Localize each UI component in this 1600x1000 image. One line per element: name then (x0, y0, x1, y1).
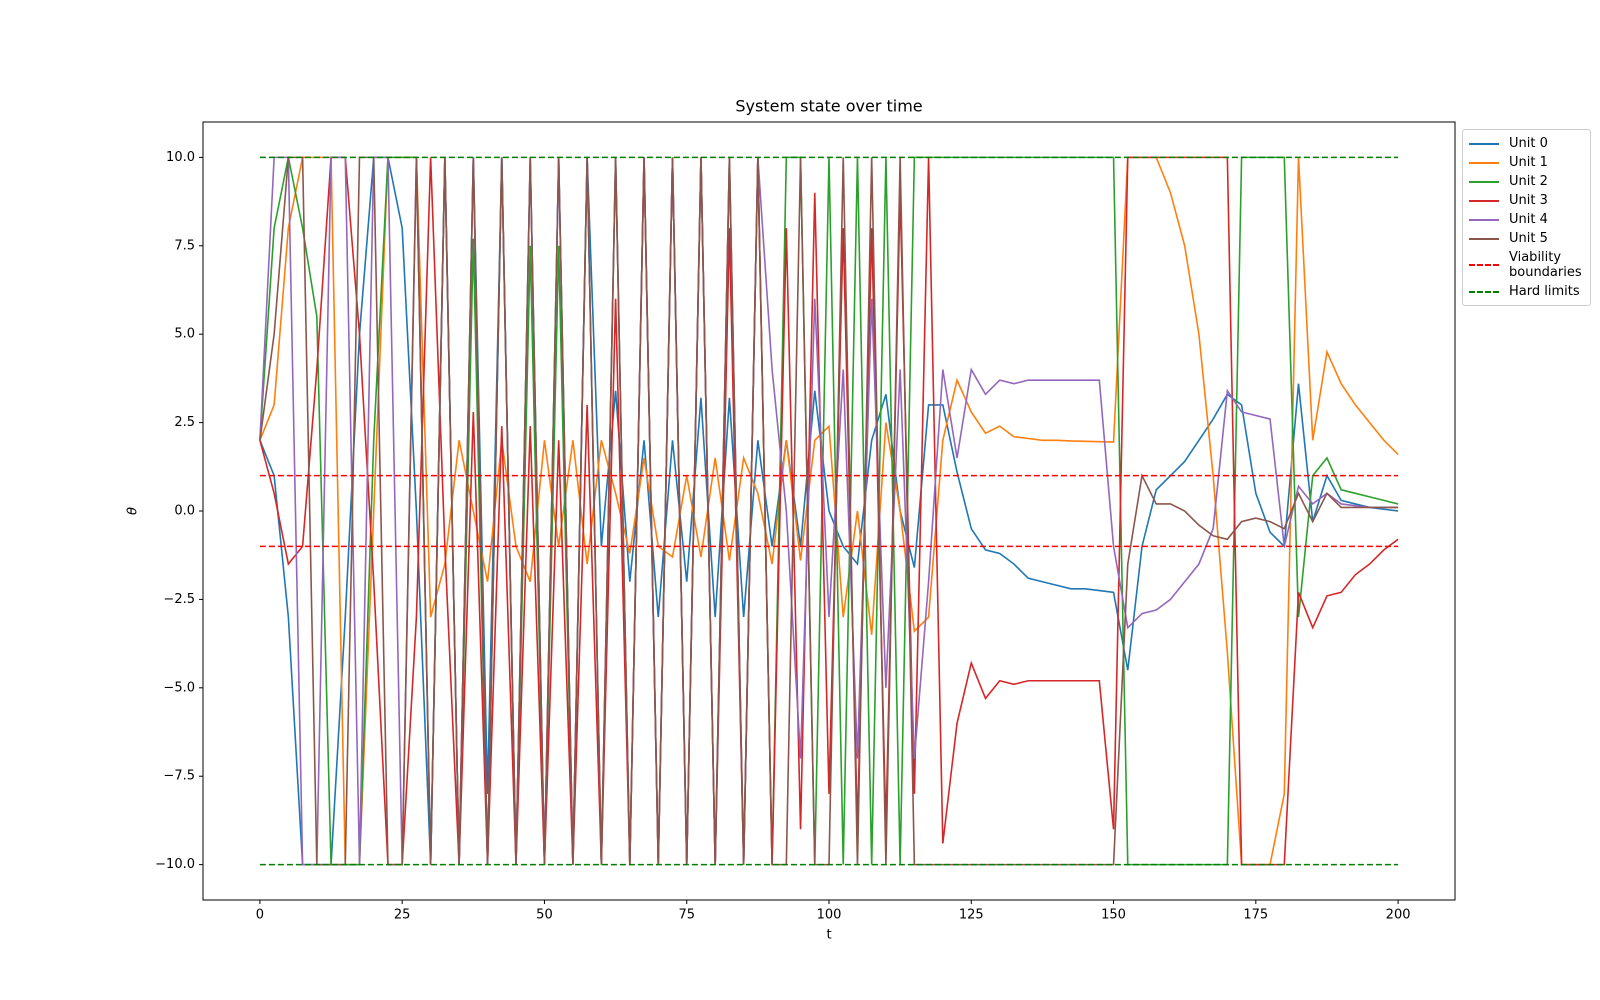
x-tick-label: 150 (1101, 908, 1126, 923)
legend-item: Unit 3 (1463, 191, 1590, 210)
y-axis-label: θ (126, 507, 141, 515)
legend-swatch (1469, 199, 1499, 202)
legend-item: Unit 5 (1463, 229, 1590, 248)
chart-title: System state over time (735, 97, 922, 116)
legend-label: Unit 2 (1509, 174, 1548, 189)
legend: Unit 0 Unit 1 Unit 2 Unit 3 Unit 4 Unit 5 Viab… (1462, 129, 1591, 306)
x-tick-label: 50 (536, 908, 553, 923)
x-tick-label: 0 (256, 908, 264, 923)
series-line (259, 156, 1399, 866)
x-tick-label: 25 (394, 908, 411, 923)
x-tick-label: 75 (678, 908, 695, 923)
x-axis-label: t (826, 928, 831, 943)
y-tick-label: 2.5 (174, 415, 195, 430)
legend-item: Hard limits (1463, 282, 1590, 301)
series-line (259, 156, 1399, 866)
legend-swatch (1469, 237, 1499, 240)
x-tick-label: 200 (1386, 908, 1411, 923)
legend-label: Hard limits (1509, 284, 1580, 299)
x-tick-label: 175 (1243, 908, 1268, 923)
y-tick-label: −5.0 (163, 680, 195, 695)
legend-item: Unit 0 (1463, 134, 1590, 153)
legend-swatch (1469, 218, 1499, 221)
y-tick-label: −2.5 (163, 592, 195, 607)
legend-label: Viability boundaries (1509, 250, 1582, 280)
y-tick-label: 7.5 (174, 238, 195, 253)
legend-label: Unit 1 (1509, 155, 1548, 170)
legend-item: Unit 1 (1463, 153, 1590, 172)
legend-label: Unit 5 (1509, 231, 1548, 246)
legend-label: Unit 4 (1509, 212, 1548, 227)
legend-label: Unit 3 (1509, 193, 1548, 208)
plot-area (259, 156, 1399, 866)
legend-item: Unit 4 (1463, 210, 1590, 229)
y-tick-label: −10.0 (155, 857, 195, 872)
legend-item: Viability boundaries (1463, 248, 1590, 282)
legend-swatch (1469, 180, 1499, 183)
legend-swatch (1469, 142, 1499, 145)
legend-label: Unit 0 (1509, 136, 1548, 151)
y-tick-label: −7.5 (163, 769, 195, 784)
legend-swatch (1469, 264, 1499, 266)
x-tick-label: 100 (817, 908, 842, 923)
y-tick-label: 10.0 (166, 150, 195, 165)
legend-swatch (1469, 161, 1499, 164)
y-tick-label: 0.0 (174, 504, 195, 519)
x-tick-label: 125 (959, 908, 984, 923)
legend-swatch (1469, 290, 1499, 293)
y-tick-label: 5.0 (174, 327, 195, 342)
legend-item: Unit 2 (1463, 172, 1590, 191)
